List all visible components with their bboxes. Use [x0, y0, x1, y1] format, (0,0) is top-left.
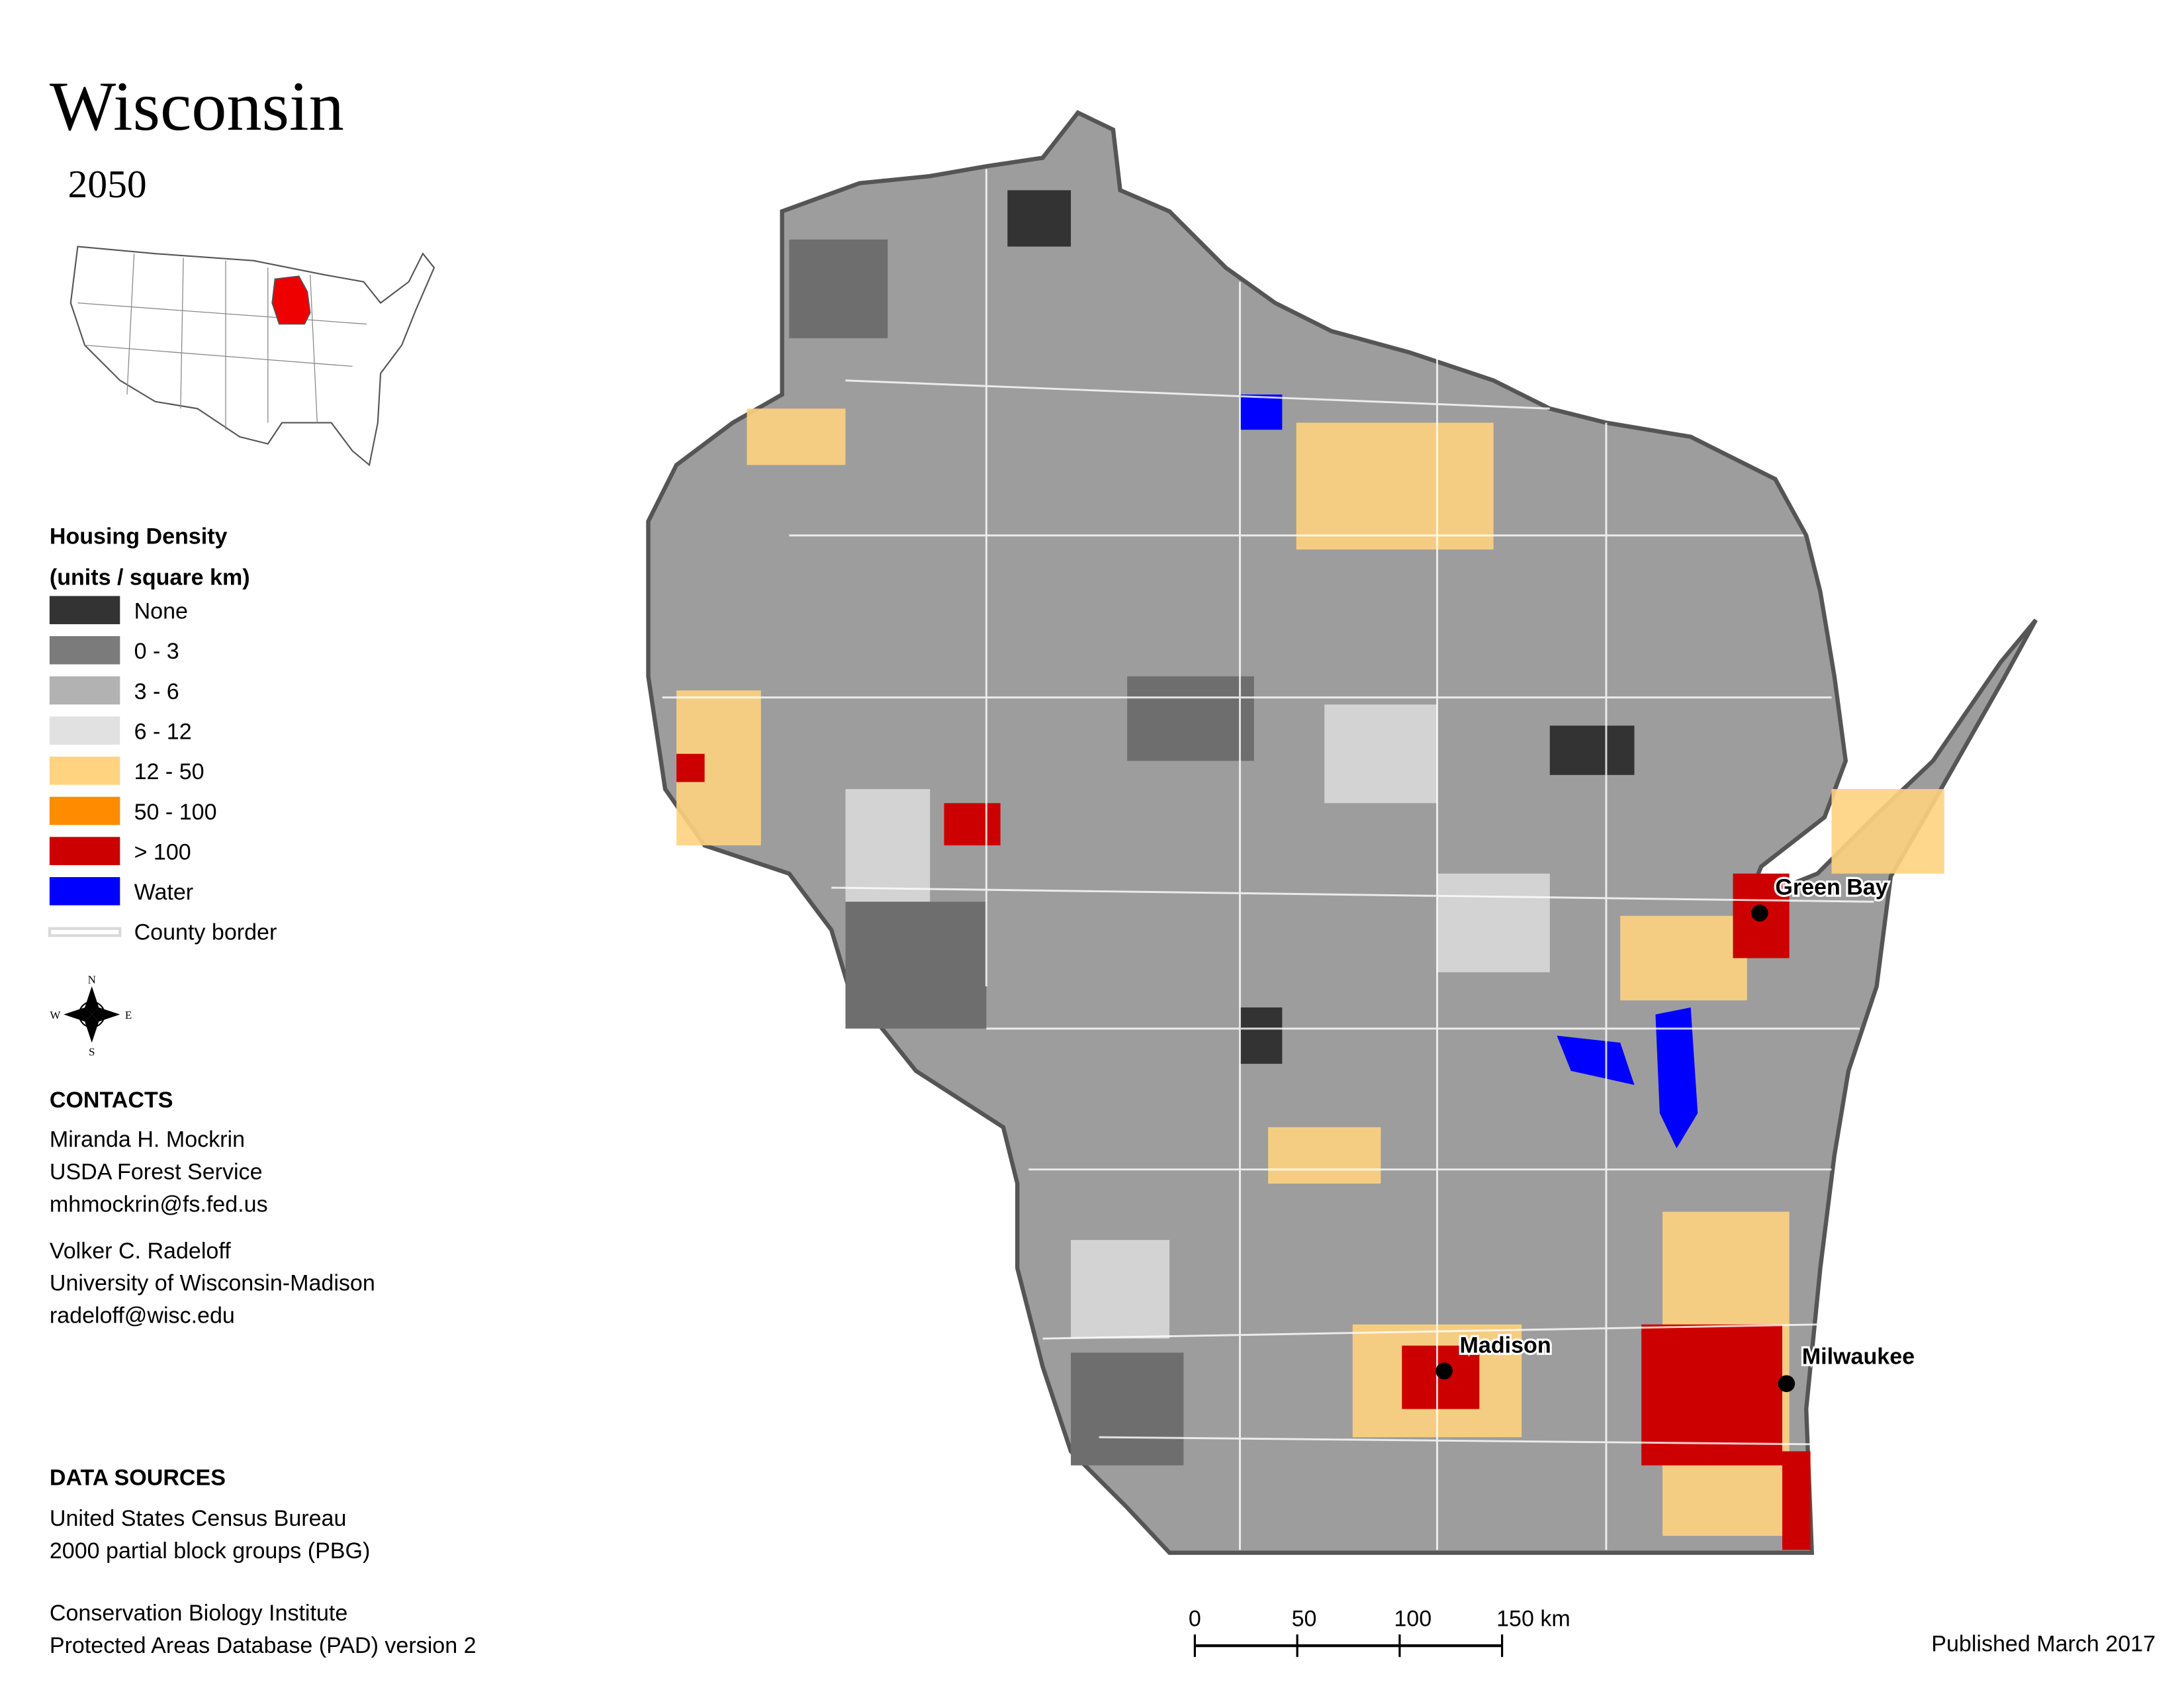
legend-swatch	[49, 596, 120, 624]
city-label: Madison	[1460, 1333, 1551, 1358]
source-line: Conservation Biology Institute	[50, 1601, 347, 1626]
city-dot	[1435, 1362, 1453, 1380]
compass-e: E	[125, 1009, 132, 1021]
city-dot	[1778, 1375, 1796, 1393]
compass-n: N	[88, 974, 96, 986]
compass-w: W	[50, 1009, 61, 1021]
contact-line: mhmockrin@fs.fed.us	[50, 1192, 268, 1217]
city-label: Milwaukee	[1802, 1344, 1915, 1369]
legend-label: 50 - 100	[134, 800, 217, 825]
inset-us-map	[69, 246, 435, 467]
legend-label: 6 - 12	[134, 719, 192, 744]
city-dot	[1751, 904, 1768, 922]
legend: Housing Density (units / square km) None…	[48, 524, 277, 945]
published: Published March 2017	[1931, 1632, 2156, 1657]
legend-swatch	[49, 796, 120, 825]
legend-swatch	[49, 837, 120, 865]
compass-s: S	[89, 1045, 95, 1058]
scale-label: 150 km	[1496, 1606, 1570, 1631]
contacts-heading: CONTACTS	[50, 1088, 173, 1113]
wisconsin-map	[646, 110, 2038, 1555]
city-label: Green Bay	[1775, 875, 1888, 900]
legend-swatch	[48, 927, 122, 937]
legend-swatch	[49, 636, 120, 665]
contacts: Miranda H. Mockrin USDA Forest Service mhm…	[50, 1127, 375, 1329]
contact-line: Miranda H. Mockrin	[50, 1127, 245, 1152]
legend-label: None	[134, 598, 188, 624]
legend-label: County border	[134, 920, 277, 945]
legend-title: Housing Density	[50, 524, 228, 549]
data-sources-heading: DATA SOURCES	[50, 1465, 226, 1490]
source-line: 2000 partial block groups (PBG)	[50, 1538, 370, 1564]
scale-label: 50	[1292, 1606, 1317, 1631]
legend-swatch	[49, 676, 120, 705]
legend-swatch	[49, 877, 120, 906]
contact-line: USDA Forest Service	[50, 1160, 263, 1185]
legend-label: Water	[134, 880, 194, 905]
source-line: Protected Areas Database (PAD) version 2	[50, 1633, 477, 1658]
legend-swatch	[49, 757, 120, 785]
subtitle: 2050	[68, 162, 147, 206]
scale-label: 100	[1394, 1606, 1432, 1631]
legend-label: 3 - 6	[134, 679, 179, 704]
scale-bar: 0 50 100 150 km	[1189, 1606, 1570, 1658]
legend-label: > 100	[134, 839, 191, 865]
contact-line: Volker C. Radeloff	[50, 1239, 231, 1264]
title: Wisconsin	[50, 68, 344, 146]
legend-swatch	[49, 716, 120, 745]
legend-label: 0 - 3	[134, 639, 179, 664]
legend-title: (units / square km)	[50, 565, 250, 590]
scale-label: 0	[1189, 1606, 1201, 1631]
data-sources: United States Census Bureau 2000 partial …	[50, 1506, 477, 1658]
compass: N E S W	[50, 974, 132, 1058]
legend-label: 12 - 50	[134, 759, 205, 784]
cities: Green Bay Madison Milwaukee	[1435, 872, 1917, 1393]
contact-line: University of Wisconsin-Madison	[50, 1271, 375, 1296]
source-line: United States Census Bureau	[50, 1506, 347, 1531]
contact-line: radeloff@wisc.edu	[50, 1303, 235, 1329]
